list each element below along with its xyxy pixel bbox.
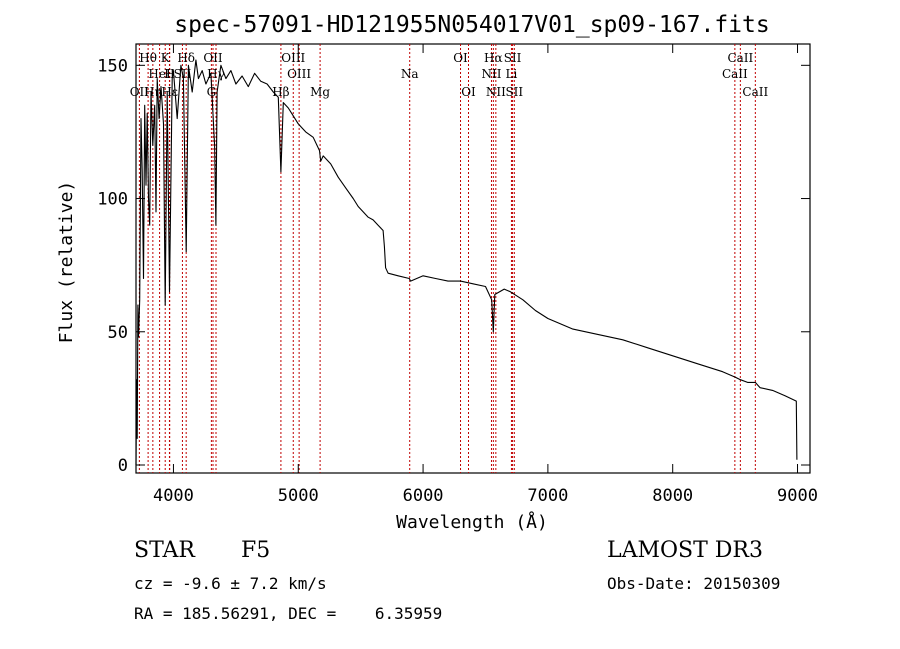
line-label-18: OI [461, 85, 476, 99]
x-tick-label-4: 8000 [652, 486, 693, 506]
redshift-text: cz = -9.6 ± 7.2 km/s [134, 574, 327, 593]
plot-frame [135, 43, 811, 474]
x-tick-label-2: 6000 [403, 486, 444, 506]
chart-title: spec-57091-HD121955N054017V01_sp09-167.f… [174, 12, 769, 38]
plot-border [135, 43, 811, 474]
y-axis-label: Flux (relative) [56, 181, 77, 344]
spectral-subclass: F5 [241, 538, 271, 563]
obs-date: Obs-Date: 20150309 [607, 574, 781, 593]
y-tick-label-3: 150 [97, 56, 128, 76]
line-label-4: K [161, 51, 171, 65]
line-label-25: CaII [722, 67, 748, 81]
series-flux [135, 59, 798, 466]
y-tick-label-2: 100 [97, 190, 128, 210]
x-tick-label-1: 5000 [278, 486, 319, 506]
line-label-16: Na [401, 67, 419, 81]
line-label-5: H [164, 67, 174, 81]
line-label-14: OIII [287, 67, 311, 81]
series-layer [135, 59, 798, 466]
object-type: STAR [134, 538, 195, 563]
line-label-7: Hδ [177, 51, 195, 65]
line-label-15: Mg [310, 85, 330, 99]
y-tick-label-0: 0 [118, 456, 128, 476]
line-label-27: CaII [742, 85, 768, 99]
line-label-24: SII [505, 85, 523, 99]
line-label-21: NII [486, 85, 506, 99]
line-markers [138, 44, 756, 473]
line-label-9: OII [203, 51, 223, 65]
survey-name: LAMOST DR3 [607, 538, 763, 563]
line-label-1: OII [130, 85, 150, 99]
line-label-17: OI [453, 51, 468, 65]
coordinates: RA = 185.56291, DEC = 6.35959 [134, 604, 443, 623]
line-label-20: NII [481, 67, 501, 81]
y-axis-ticks: 0 50 100 150 [97, 56, 810, 476]
line-label-3: HeI [148, 67, 171, 81]
line-label-23: Li [506, 67, 518, 81]
x-tick-label-0: 4000 [153, 486, 194, 506]
x-tick-label-5: 9000 [777, 486, 818, 506]
line-label-2: Hη [144, 85, 162, 99]
line-label-13: OIII [281, 51, 305, 65]
x-tick-label-3: 7000 [527, 486, 568, 506]
line-label-26: CaII [727, 51, 753, 65]
x-axis-label: Wavelength (Å) [396, 511, 548, 533]
line-label-12: Hβ [272, 85, 289, 99]
line-label-6: Hε [161, 85, 178, 99]
line-label-19: Hα [484, 51, 503, 65]
x-axis-ticks: 4000 5000 6000 7000 8000 9000 [153, 44, 818, 506]
line-label-0: Hθ [139, 51, 157, 65]
y-tick-label-1: 50 [108, 323, 128, 343]
line-label-22: SII [504, 51, 522, 65]
